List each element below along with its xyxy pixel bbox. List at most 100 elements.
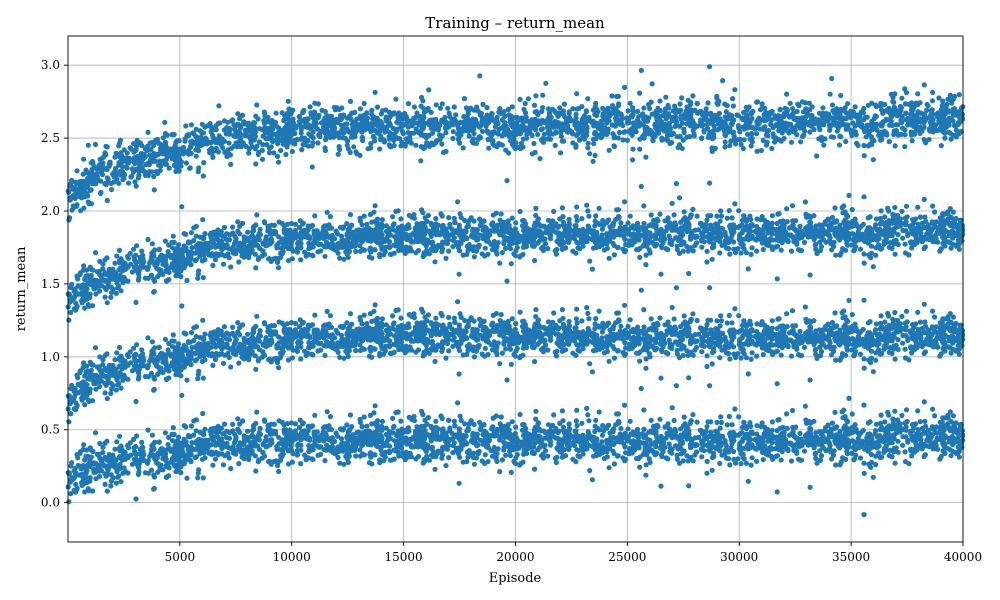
scatter-point bbox=[459, 126, 465, 132]
scatter-point bbox=[98, 169, 104, 175]
scatter-point bbox=[877, 246, 884, 252]
scatter-point bbox=[615, 93, 622, 99]
scatter-point bbox=[883, 116, 889, 122]
scatter-point bbox=[635, 108, 641, 114]
scatter-point bbox=[584, 202, 590, 208]
scatter-point bbox=[924, 107, 930, 113]
scatter-point bbox=[260, 133, 266, 139]
scatter-point bbox=[340, 113, 346, 120]
scatter-point bbox=[524, 243, 530, 250]
scatter-point bbox=[312, 122, 318, 128]
scatter-point bbox=[693, 123, 699, 129]
scatter-point bbox=[886, 218, 892, 224]
scatter-point bbox=[932, 123, 938, 129]
scatter-point bbox=[723, 124, 729, 130]
scatter-point bbox=[443, 130, 449, 136]
scatter-point bbox=[545, 106, 552, 112]
scatter-point bbox=[200, 275, 206, 281]
scatter-point bbox=[531, 102, 538, 108]
scatter-point bbox=[622, 236, 628, 242]
scatter-point bbox=[565, 123, 571, 129]
scatter-point bbox=[949, 100, 955, 106]
scatter-point bbox=[806, 213, 812, 219]
scatter-point bbox=[624, 137, 630, 143]
scatter-point bbox=[485, 136, 491, 143]
scatter-point bbox=[302, 141, 308, 147]
scatter-point bbox=[882, 214, 888, 220]
scatter-point bbox=[646, 130, 652, 136]
scatter-point bbox=[151, 173, 157, 180]
scatter-point bbox=[611, 252, 618, 258]
scatter-point bbox=[690, 206, 696, 212]
scatter-point bbox=[169, 261, 175, 267]
scatter-point bbox=[450, 129, 456, 135]
scatter-point bbox=[297, 122, 303, 128]
scatter-point bbox=[426, 118, 432, 125]
scatter-point bbox=[914, 120, 920, 126]
scatter-point bbox=[932, 209, 938, 215]
scatter-point bbox=[136, 275, 142, 281]
scatter-point bbox=[219, 136, 225, 142]
scatter-point bbox=[701, 129, 707, 135]
scatter-point bbox=[387, 122, 393, 128]
scatter-point bbox=[951, 218, 957, 224]
scatter-point bbox=[133, 160, 139, 166]
scatter-point bbox=[953, 243, 959, 249]
scatter-point bbox=[878, 208, 884, 214]
scatter-point bbox=[861, 142, 867, 149]
scatter-point bbox=[289, 148, 295, 155]
scatter-point bbox=[539, 126, 546, 132]
scatter-point bbox=[432, 259, 438, 265]
scatter-point bbox=[418, 128, 424, 134]
scatter-point bbox=[669, 200, 675, 206]
scatter-point bbox=[647, 105, 653, 112]
scatter-point bbox=[90, 173, 96, 179]
scatter-point bbox=[129, 269, 135, 275]
scatter-point bbox=[793, 227, 799, 234]
scatter-point bbox=[360, 137, 366, 144]
scatter-point bbox=[464, 114, 470, 120]
scatter-point bbox=[622, 84, 628, 90]
scatter-point bbox=[629, 132, 635, 138]
scatter-point bbox=[149, 241, 155, 247]
scatter-point bbox=[687, 233, 694, 239]
scatter-point bbox=[458, 214, 464, 221]
scatter-point bbox=[399, 231, 406, 237]
scatter-point bbox=[951, 106, 957, 112]
scatter-point bbox=[892, 91, 898, 97]
scatter-point bbox=[346, 114, 352, 120]
scatter-point bbox=[593, 100, 599, 106]
scatter-point bbox=[466, 242, 472, 248]
scatter-point bbox=[900, 235, 906, 241]
scatter-point bbox=[492, 124, 498, 130]
scatter-point bbox=[163, 142, 169, 148]
scatter-point bbox=[228, 161, 234, 167]
scatter-point bbox=[699, 244, 705, 250]
scatter-point bbox=[765, 115, 771, 121]
scatter-point bbox=[841, 203, 847, 209]
scatter-point bbox=[473, 140, 479, 146]
scatter-point bbox=[240, 112, 246, 118]
scatter-point bbox=[651, 217, 657, 223]
scatter-point bbox=[936, 95, 942, 101]
scatter-point bbox=[560, 214, 566, 220]
scatter-point bbox=[195, 169, 201, 175]
scatter-point bbox=[327, 134, 333, 140]
scatter-point bbox=[930, 129, 936, 135]
scatter-point bbox=[119, 268, 125, 274]
scatter-point bbox=[740, 117, 746, 123]
scatter-point bbox=[199, 141, 205, 147]
scatter-point bbox=[145, 264, 151, 271]
scatter-point bbox=[69, 177, 75, 183]
scatter-point bbox=[665, 102, 671, 108]
scatter-point bbox=[848, 111, 854, 117]
scatter-point bbox=[350, 121, 356, 127]
scatter-point bbox=[129, 173, 135, 179]
scatter-point bbox=[204, 137, 210, 143]
scatter-point bbox=[757, 107, 764, 113]
scatter-point bbox=[120, 177, 126, 183]
scatter-point bbox=[559, 205, 566, 211]
scatter-point bbox=[621, 129, 627, 135]
scatter-point bbox=[929, 219, 935, 225]
scatter-point bbox=[859, 234, 865, 240]
